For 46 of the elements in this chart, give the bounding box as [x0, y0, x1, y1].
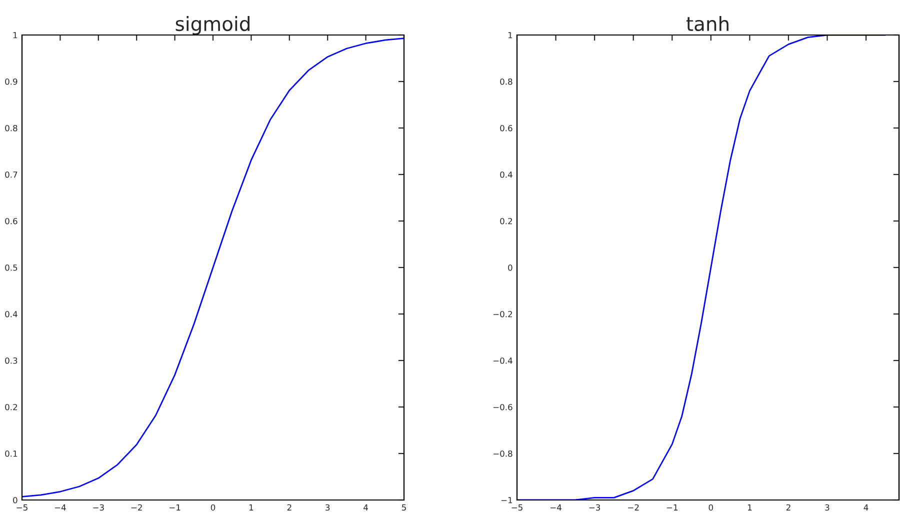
y-tick-label: 0: [13, 496, 18, 504]
x-tick-label: −5: [512, 504, 522, 511]
x-tick-label: −3: [93, 504, 104, 511]
x-tick-label: 0: [210, 504, 216, 511]
y-tick-label: 0.2: [500, 218, 512, 224]
y-tick-label: 0.4: [500, 171, 512, 178]
x-tick-label: −1: [170, 504, 180, 510]
y-tick-label: 0.4: [5, 310, 18, 318]
x-tick-label: −5: [16, 504, 28, 511]
x-tick-label: 3: [326, 504, 330, 511]
x-tick-label: 3: [825, 504, 830, 511]
x-tick-label: −3: [589, 504, 600, 511]
x-tick-label: 4: [364, 504, 368, 510]
y-tick-label: −0.2: [493, 310, 512, 318]
x-tick-label: 2: [287, 504, 292, 510]
chart-title: sigmoid: [176, 16, 250, 35]
y-tick-label: 1: [13, 32, 18, 38]
x-tick-label: 0: [708, 504, 714, 511]
x-tick-label: −4: [550, 504, 562, 510]
x-tick-label: 2: [786, 504, 790, 510]
y-tick-label: 1: [508, 32, 512, 38]
y-tick-label: 0.8: [5, 124, 18, 132]
y-tick-label: 0.6: [5, 218, 18, 224]
y-tick-label: 0.9: [5, 78, 18, 85]
y-tick-label: 0.5: [5, 264, 18, 271]
y-tick-label: 0: [508, 264, 512, 271]
y-tick-label: −0.4: [493, 357, 512, 364]
line-series: [22, 38, 404, 498]
y-tick-label: 0.2: [5, 404, 17, 410]
x-tick-label: −4: [54, 504, 66, 510]
x-tick-label: 5: [402, 504, 406, 511]
x-tick-label: 1: [748, 504, 752, 510]
y-tick-label: −1: [501, 497, 512, 504]
x-tick-label: −1: [666, 504, 678, 510]
y-tick-label: 0.3: [5, 357, 18, 364]
x-tick-label: 1: [249, 504, 254, 510]
y-tick-label: 0.6: [500, 124, 512, 132]
y-tick-label: 0.8: [500, 78, 512, 85]
y-tick-label: −0.8: [493, 450, 512, 457]
y-tick-label: 0.1: [5, 450, 18, 457]
y-tick-label: −0.6: [493, 404, 512, 410]
chart-title: tanh: [686, 16, 728, 32]
x-tick-label: 4: [864, 504, 868, 510]
y-tick-label: 0.7: [5, 171, 18, 178]
x-tick-label: −2: [131, 504, 142, 510]
x-tick-label: −2: [628, 504, 639, 510]
